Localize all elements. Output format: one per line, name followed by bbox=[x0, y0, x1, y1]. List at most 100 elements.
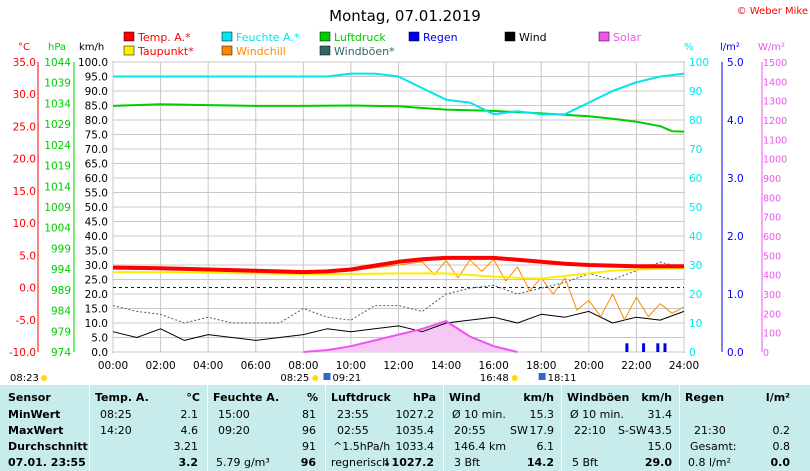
tick-pressure: 1029 bbox=[44, 119, 71, 131]
legend-swatch bbox=[221, 45, 233, 56]
gust-value: 15.0 bbox=[647, 440, 673, 453]
legend-label: Temp. A.* bbox=[137, 31, 191, 44]
tick-x: 24:00 bbox=[669, 360, 699, 372]
legend-swatch bbox=[598, 31, 610, 42]
sunset-label: 18:11 bbox=[548, 373, 577, 384]
tick-solar: 1200 bbox=[763, 116, 787, 127]
tick-x: 04:00 bbox=[193, 360, 223, 372]
weather-chart: Montag, 07.01.2019 © Weber Mike Temp. A.* F… bbox=[9, 6, 808, 384]
tick-wind: 50.0 bbox=[85, 202, 108, 214]
rain-value: 0.2 bbox=[772, 424, 791, 437]
sun-icon bbox=[312, 375, 319, 381]
tick-wind: 95.0 bbox=[85, 72, 108, 84]
tick-pressure: 1044 bbox=[44, 57, 71, 69]
wind-value: 15.3 bbox=[529, 408, 555, 421]
chart-axes: °C hPa km/h% l/m² W/m² 35.0 30.0 25.0 20.0 15.0 10… bbox=[9, 42, 787, 372]
wind-bft: 3 Bft bbox=[454, 456, 481, 469]
tick-pressure: 1019 bbox=[44, 161, 71, 173]
sun-icon bbox=[511, 375, 518, 381]
tick-wind: 55.0 bbox=[85, 188, 108, 200]
tick-wind: 70.0 bbox=[85, 144, 108, 156]
legend-label: Wind bbox=[519, 31, 547, 44]
wind-value: 17.9 bbox=[529, 424, 555, 437]
press-value: 1035.4 bbox=[395, 424, 435, 437]
tick-pressure: 994 bbox=[51, 264, 71, 276]
tick-wind: 30.0 bbox=[85, 260, 108, 272]
legend-swatch bbox=[221, 31, 233, 42]
tick-wind: 25.0 bbox=[85, 275, 108, 287]
tick-humidity: 60 bbox=[689, 173, 702, 185]
tick-temperature: -5.0 bbox=[16, 315, 37, 327]
header-humid: Feuchte A. bbox=[213, 391, 280, 404]
table-row-max: MaxWert 14:20 4.6 09:20 96 02:55 1035.4 … bbox=[0, 423, 810, 439]
rain-total: 0.8 l/m² bbox=[688, 456, 731, 469]
tick-x: 00:00 bbox=[98, 360, 128, 372]
tick-wind: 15.0 bbox=[85, 304, 108, 316]
moon-icon bbox=[538, 373, 546, 380]
row-label: MaxWert bbox=[8, 424, 64, 437]
tick-pressure: 1009 bbox=[44, 202, 71, 214]
tick-wind: 5.0 bbox=[91, 333, 108, 345]
rain-bar bbox=[642, 343, 646, 352]
press-trend: ^1.5hPa/h bbox=[333, 440, 391, 453]
unit-celsius: °C bbox=[18, 42, 30, 53]
tick-x: 02:00 bbox=[145, 360, 175, 372]
legend-label: Feuchte A.* bbox=[236, 31, 300, 44]
tick-wind: 0.0 bbox=[91, 347, 108, 359]
tick-x: 12:00 bbox=[383, 360, 413, 372]
press-forecast: regnerisch bbox=[331, 456, 390, 469]
unit-hpa: hPa bbox=[48, 42, 66, 53]
tick-rain: 1.0 bbox=[727, 289, 744, 301]
humid-value: 81 bbox=[302, 408, 316, 421]
header-gust: Windböen bbox=[567, 391, 630, 404]
row-label: MinWert bbox=[8, 408, 61, 421]
tick-rain: 4.0 bbox=[727, 115, 744, 127]
humid-abs: 5.79 g/m³ bbox=[216, 456, 270, 469]
series-temp-a bbox=[112, 255, 684, 275]
tick-temperature: 35.0 bbox=[13, 57, 36, 69]
header-wind-unit: km/h bbox=[523, 391, 554, 404]
tick-solar: 200 bbox=[763, 309, 781, 320]
tick-rain: 5.0 bbox=[727, 57, 744, 69]
tick-solar: 1000 bbox=[763, 155, 787, 166]
tick-humidity: 100 bbox=[689, 57, 709, 69]
tick-wind: 45.0 bbox=[85, 217, 108, 229]
humid-time: 09:20 bbox=[218, 424, 250, 437]
tick-temperature: 5.0 bbox=[19, 250, 36, 262]
series-solar bbox=[303, 320, 518, 353]
tick-solar: 0 bbox=[763, 348, 769, 359]
series-luftdruck bbox=[112, 103, 685, 133]
table-row-min: MinWert 08:25 2.1 15:00 81 23:55 1027.2 … bbox=[0, 407, 810, 423]
tick-pressure: 1014 bbox=[44, 181, 71, 193]
wind-distance: 146.4 km bbox=[454, 440, 507, 453]
temp-value: 4.6 bbox=[180, 424, 199, 437]
temp-time: 08:25 bbox=[100, 408, 132, 421]
tick-solar: 900 bbox=[763, 174, 781, 185]
unit-percent: % bbox=[684, 42, 694, 53]
sun-icon bbox=[41, 375, 47, 381]
tick-wind: 20.0 bbox=[85, 289, 108, 301]
header-press: Luftdruck bbox=[331, 391, 391, 404]
sun-events: 08:23 08:25 09:21 16:48 18:11 bbox=[10, 373, 576, 384]
chart-title: Montag, 07.01.2019 bbox=[329, 7, 481, 25]
tick-pressure: 974 bbox=[51, 347, 71, 359]
tick-temperature: 10.0 bbox=[13, 218, 36, 230]
tick-temperature: -10.0 bbox=[9, 347, 36, 359]
header-sensor: Sensor bbox=[8, 391, 51, 404]
tick-solar: 800 bbox=[763, 193, 781, 204]
tick-wind: 100.0 bbox=[78, 57, 108, 69]
table-divider bbox=[561, 385, 562, 471]
humid-value: 96 bbox=[302, 424, 316, 437]
wind-label: Ø 10 min. bbox=[452, 408, 506, 421]
tick-pressure: 1004 bbox=[44, 223, 71, 235]
table-divider bbox=[443, 385, 444, 471]
tick-pressure: 984 bbox=[51, 306, 71, 318]
tick-wind: 35.0 bbox=[85, 246, 108, 258]
tick-temperature: 15.0 bbox=[13, 186, 36, 198]
temp-value: 3.2 bbox=[178, 456, 199, 469]
temp-time: 14:20 bbox=[100, 424, 132, 437]
tick-rain: 2.0 bbox=[727, 231, 744, 243]
header-rain-unit: l/m² bbox=[765, 391, 790, 404]
table-divider bbox=[325, 385, 326, 471]
tick-humidity: 0 bbox=[689, 347, 696, 359]
